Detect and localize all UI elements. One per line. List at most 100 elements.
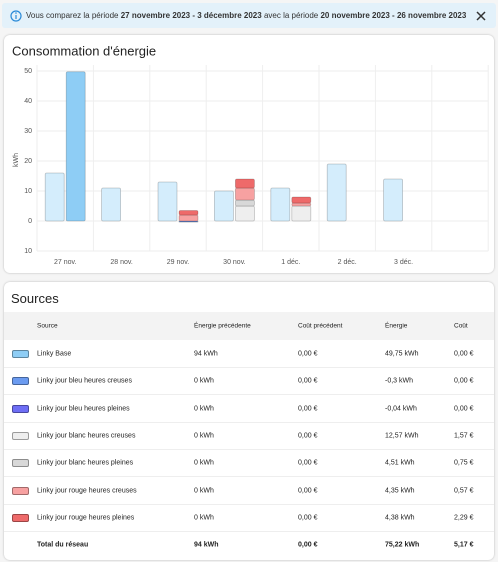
row-divider: [4, 530, 494, 532]
bar: [291, 202, 312, 207]
table-cell: Linky jour blanc heures creuses: [37, 432, 136, 440]
row-divider: [4, 367, 494, 368]
table-cell: 0,75 €: [454, 459, 474, 467]
table-cell: 0 kWh: [194, 405, 214, 413]
sources-card: Sources Source Énergie précédente Coût pré…: [4, 282, 494, 560]
close-button[interactable]: [474, 9, 488, 23]
bar: [44, 172, 65, 222]
y-tick-label: 10: [24, 188, 32, 195]
bar: [213, 190, 234, 222]
table-cell: Linky jour rouge heures pleines: [37, 514, 135, 522]
total-cell: 5,17 €: [454, 541, 474, 549]
bar: [101, 187, 121, 222]
x-tick-label: 28 nov.: [110, 259, 132, 266]
table-cell: 0 kWh: [194, 377, 214, 385]
chart: Consommation d'énergie kWh 50 40 30 20 10 0 10…: [12, 43, 489, 266]
column-header: Coût précédent: [298, 322, 343, 330]
y-tick-label: 50: [24, 68, 32, 75]
row-divider: [4, 503, 494, 505]
table-cell: 0,00 €: [298, 350, 318, 358]
bar: [383, 178, 404, 222]
bar: [234, 178, 255, 189]
color-swatch: [12, 459, 29, 468]
y-axis-label: kWh: [13, 153, 20, 167]
bar: [291, 196, 312, 204]
y-tick-label: 0: [28, 218, 32, 225]
bar: [234, 199, 255, 207]
table-cell: 1,57 €: [454, 432, 474, 440]
table-cell: 0 kWh: [194, 487, 214, 494]
bar: [270, 187, 291, 222]
bar: [178, 214, 199, 222]
y-tick-label: 10: [24, 248, 32, 255]
table-cell: 12,57 kWh: [385, 432, 419, 440]
chart-card: Consommation d'énergie kWh 50 40 30 20 10 0 10…: [4, 35, 494, 273]
color-swatch: [12, 431, 29, 440]
banner-period: 20 novembre 2023 - 26 novembre 2023: [320, 11, 467, 20]
sources-title: Sources: [11, 291, 59, 306]
table-cell: 0,00 €: [454, 405, 474, 413]
color-swatch: [12, 377, 29, 386]
x-tick-label: 29 nov.: [167, 259, 189, 266]
x-tick-label: 3 déc.: [394, 259, 413, 266]
x-tick-label: 30 nov.: [223, 259, 245, 266]
x-tick-label: 27 nov.: [54, 259, 76, 266]
bar: [234, 205, 255, 222]
table-cell: 0,00 €: [298, 487, 318, 494]
table-cell: -0,3 kWh: [385, 377, 414, 385]
table-cell: 94 kWh: [194, 350, 218, 358]
row-divider: [4, 448, 494, 450]
chart-title: Consommation d'énergie: [12, 43, 156, 58]
table-cell: 4,51 kWh: [385, 459, 415, 467]
banner-text: Vous comparez la période: [26, 11, 119, 20]
bar: [291, 205, 312, 222]
column-header: Énergie: [385, 322, 408, 330]
table-cell: 2,29 €: [454, 514, 474, 522]
table-header: [4, 312, 494, 340]
total-cell: Total du réseau: [37, 541, 89, 549]
table-cell: Linky jour bleu heures creuses: [37, 377, 132, 385]
table-cell: 4,38 kWh: [385, 514, 415, 522]
y-tick-label: 20: [24, 158, 32, 165]
y-tick-label: 30: [24, 128, 32, 135]
table-cell: 0 kWh: [194, 432, 214, 440]
table-cell: 0,00 €: [298, 514, 318, 522]
color-swatch: [12, 404, 29, 413]
info-banner: Vous comparez la période 27 novembre 202…: [2, 3, 496, 28]
bar: [178, 210, 199, 216]
table-cell: 0,57 €: [454, 487, 474, 494]
y-tick-label: 40: [24, 98, 32, 105]
table-cell: 0 kWh: [194, 459, 214, 467]
column-header: Énergie précédente: [194, 322, 251, 330]
banner-text: avec la période: [263, 11, 319, 20]
column-header: Source: [37, 322, 58, 330]
color-swatch: [12, 486, 29, 495]
table-cell: 0 kWh: [194, 514, 214, 522]
info-icon: [10, 9, 22, 22]
row-divider: [4, 476, 494, 478]
table-cell: -0,04 kWh: [385, 405, 417, 413]
table-cell: Linky jour rouge heures creuses: [37, 487, 137, 494]
x-tick-label: 1 déc.: [281, 259, 300, 266]
bar: [326, 163, 347, 222]
banner-period: 27 novembre 2023 - 3 décembre 2023: [120, 11, 262, 20]
total-cell: 0,00 €: [298, 541, 318, 549]
table-cell: 0,00 €: [298, 377, 318, 385]
table-cell: Linky jour bleu heures pleines: [37, 405, 130, 413]
row-divider: [4, 394, 494, 396]
column-header: Coût: [454, 322, 468, 330]
table-cell: 0,00 €: [298, 432, 318, 440]
color-swatch: [12, 513, 29, 522]
total-cell: 94 kWh: [194, 541, 219, 549]
bar: [65, 71, 86, 222]
bar: [234, 187, 255, 201]
row-divider: [4, 421, 494, 423]
table-cell: 0,00 €: [454, 350, 474, 358]
table-cell: 0,00 €: [298, 405, 318, 413]
table-cell: 49,75 kWh: [385, 350, 419, 358]
total-cell: 75,22 kWh: [385, 541, 420, 549]
x-tick-label: 2 déc.: [338, 259, 357, 266]
bar: [157, 181, 178, 222]
color-swatch: [12, 350, 29, 358]
